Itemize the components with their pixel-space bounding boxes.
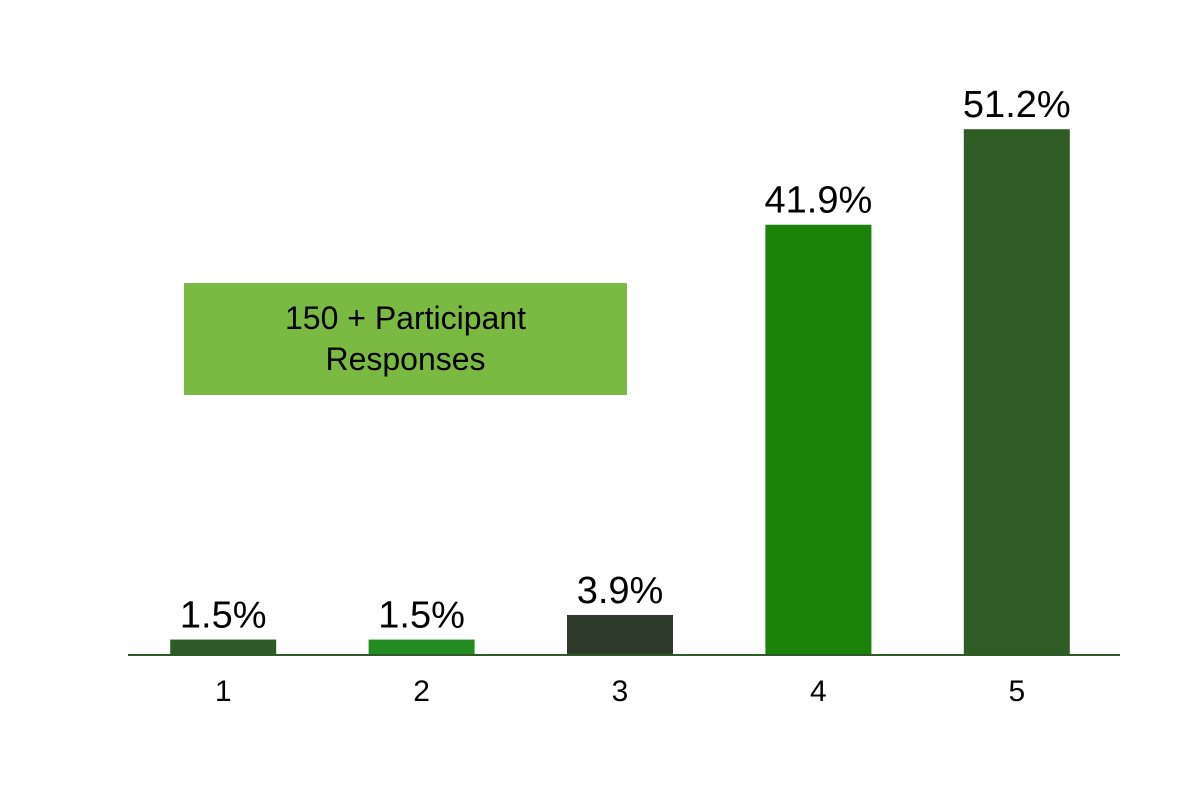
- participant-count-annotation: 150 + Participant Responses: [184, 283, 627, 395]
- value-labels-group: 1.5% 1.5% 3.9% 41.9% 51.2%: [180, 84, 1071, 636]
- bar-4: [765, 224, 872, 655]
- data-label-5: 51.2%: [963, 84, 1071, 126]
- x-tick-label-1: 1: [215, 675, 232, 708]
- data-label-1: 1.5%: [180, 595, 267, 637]
- data-label-2: 1.5%: [378, 595, 465, 637]
- x-tick-labels-group: 1 2 3 4 5: [215, 675, 1025, 708]
- x-tick-label-5: 5: [1008, 675, 1025, 708]
- bar-3: [567, 614, 673, 655]
- data-label-3: 3.9%: [577, 570, 664, 612]
- annotation-line-2: Responses: [325, 341, 486, 377]
- bar-5: [963, 129, 1070, 655]
- annotation-line-1: 150 + Participant: [284, 300, 527, 336]
- x-tick-label-2: 2: [413, 675, 430, 708]
- x-tick-label-3: 3: [612, 675, 629, 708]
- bars-group: [170, 129, 1070, 655]
- x-tick-label-4: 4: [810, 675, 827, 708]
- bar-2: [368, 639, 475, 655]
- bar-1: [170, 639, 277, 655]
- data-label-4: 41.9%: [765, 180, 873, 222]
